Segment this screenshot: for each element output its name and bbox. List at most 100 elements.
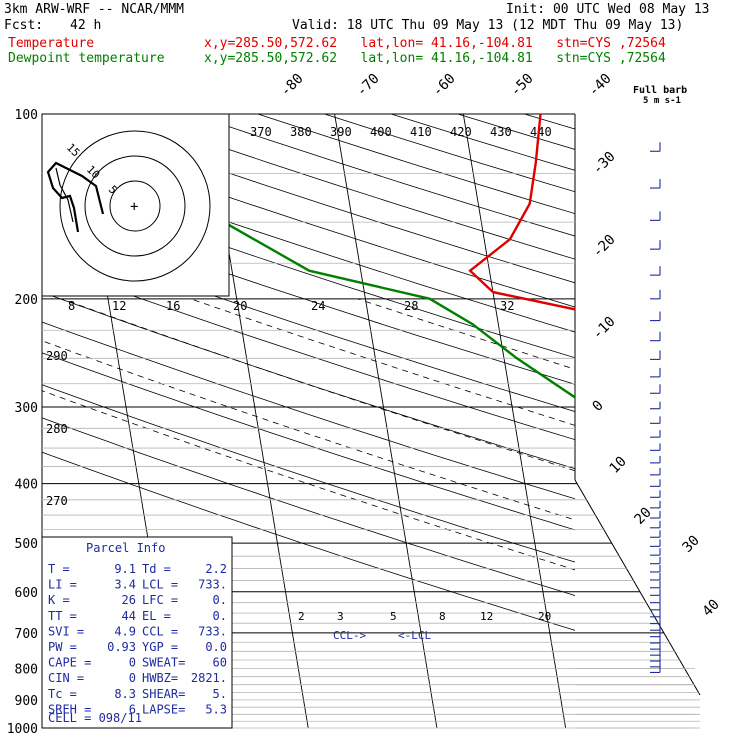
- mixing-ratio-label: 28: [404, 299, 418, 313]
- moist-adiabat: [357, 298, 575, 370]
- moist-adiabat: [42, 390, 575, 571]
- forecast-label: Fcst:: [4, 18, 44, 33]
- isotherm-label: -30: [590, 149, 619, 178]
- mixing-ratio-low-label: 8: [439, 610, 446, 623]
- parcel-param-label: Td =: [142, 562, 171, 576]
- isotherm-label: -10: [590, 314, 619, 343]
- parcel-param-label: EL =: [142, 609, 171, 623]
- parcel-param-label: LCL =: [142, 578, 178, 592]
- mixing-ratio-low-label: 3: [337, 610, 344, 623]
- moist-adiabat: [190, 298, 575, 426]
- parcel-param-label: SVI =: [48, 624, 84, 638]
- pressure-tick-label: 400: [15, 478, 38, 493]
- theta-label: 430: [490, 125, 512, 139]
- init-time: Init: 00 UTC Wed 08 May 13: [506, 2, 710, 17]
- theta-label: 400: [370, 125, 392, 139]
- parcel-info-title: Parcel Info: [86, 541, 165, 555]
- pressure-tick-label: 300: [15, 401, 38, 416]
- pressure-tick-label: 800: [15, 662, 38, 677]
- lcl-label: <-LCL: [398, 629, 431, 642]
- parcel-param-value: 6: [129, 702, 136, 716]
- dry-adiabat: [391, 114, 575, 171]
- parcel-param-value: 3.4: [114, 578, 136, 592]
- parcel-param-label: SHEAR=: [142, 687, 185, 701]
- valid-time: Valid: 18 UTC Thu 09 May 13 (12 MDT Thu …: [292, 18, 684, 33]
- wind-barb-units: 5 m s-1: [643, 96, 681, 106]
- isotherm-label: 40: [700, 597, 723, 620]
- dewpoint-legend: Dewpoint temperature: [8, 51, 165, 66]
- isotherm-label: 0: [590, 398, 607, 415]
- parcel-param-label: T =: [48, 562, 70, 576]
- mixing-ratio-low-label: 12: [480, 610, 493, 623]
- theta-side-label: 270: [46, 494, 68, 508]
- isotherm-label: -20: [590, 232, 619, 261]
- parcel-param-value: 44: [122, 609, 136, 623]
- sounding-traces: [127, 114, 575, 399]
- isotherm-label: -50: [508, 71, 537, 100]
- ccl-label: CCL->: [333, 629, 366, 642]
- pressure-tick-label: 900: [15, 694, 38, 709]
- parcel-param-value: 0.93: [107, 640, 136, 654]
- parcel-param-label: CAPE =: [48, 656, 91, 670]
- parcel-param-value: 733.: [198, 624, 227, 638]
- parcel-param-value: 733.: [198, 578, 227, 592]
- parcel-param-value: 26: [122, 593, 136, 607]
- parcel-param-label: CCL =: [142, 624, 178, 638]
- moist-adiabat: [574, 298, 575, 300]
- parcel-param-label: LI =: [48, 578, 77, 592]
- temperature-trace: [468, 114, 575, 311]
- parcel-param-value: 2821.: [191, 671, 227, 685]
- pressure-tick-label: 1000: [7, 722, 38, 737]
- hodograph-trace: [46, 161, 105, 233]
- dry-adiabat: [324, 114, 575, 193]
- mixing-ratio-low-label: 20: [538, 610, 551, 623]
- theta-label: 390: [330, 125, 352, 139]
- theta-label: 370: [250, 125, 272, 139]
- forecast-hour: 42 h: [70, 18, 102, 33]
- theta-label: 440: [530, 125, 552, 139]
- isotherm-label: 30: [680, 533, 703, 556]
- parcel-param-label: CIN =: [48, 671, 84, 685]
- mixing-ratio-label: 16: [166, 299, 180, 313]
- mixing-ratio-low-label: 2: [298, 610, 305, 623]
- hodograph-ring: [84, 155, 186, 257]
- temperature-location: x,y=285.50,572.62 lat,lon= 41.16,-104.81…: [204, 36, 666, 51]
- isotherm-label: -70: [354, 71, 383, 100]
- pressure-tick-label: 600: [15, 586, 38, 601]
- isotherm-label: 10: [607, 454, 630, 477]
- dewpoint-location: x,y=285.50,572.62 lat,lon= 41.16,-104.81…: [204, 51, 666, 66]
- hodograph-ring: [59, 130, 211, 282]
- parcel-param-label: YGP =: [142, 640, 178, 654]
- parcel-param-value: 0.: [213, 593, 227, 607]
- parcel-param-label: LAPSE=: [142, 702, 185, 716]
- parcel-param-value: 4.9: [114, 624, 136, 638]
- isotherm: [592, 114, 694, 728]
- parcel-param-label: LFC =: [142, 593, 178, 607]
- pressure-tick-label: 200: [15, 293, 38, 308]
- pressure-tick-label: 100: [15, 108, 38, 123]
- dewpoint-trace: [127, 114, 575, 399]
- model-title: 3km ARW-WRF -- NCAR/MMM: [4, 2, 185, 17]
- mixing-ratio-low-label: 5: [390, 610, 397, 623]
- isotherm: [721, 114, 740, 728]
- theta-label: 380: [290, 125, 312, 139]
- mixing-ratio-label: 20: [233, 299, 247, 313]
- parcel-cell: CELL = 098/11: [48, 711, 142, 725]
- isotherm-label: -40: [586, 71, 615, 100]
- parcel-param-label: PW =: [48, 640, 77, 654]
- theta-label: 410: [410, 125, 432, 139]
- parcel-param-value: 60: [213, 656, 227, 670]
- pressure-tick-label: 700: [15, 627, 38, 642]
- isotherm-label: -60: [430, 71, 459, 100]
- skew-border: [574, 479, 701, 696]
- parcel-param-label: HWBZ=: [142, 671, 178, 685]
- wind-barb-title: Full barb: [633, 85, 687, 96]
- mixing-ratio-label: 8: [68, 299, 75, 313]
- dry-adiabat: [524, 114, 575, 130]
- parcel-param-label: SREH =: [48, 702, 91, 716]
- temperature-legend: Temperature: [8, 36, 95, 51]
- hodograph-ring: [109, 180, 161, 232]
- theta-label: 420: [450, 125, 472, 139]
